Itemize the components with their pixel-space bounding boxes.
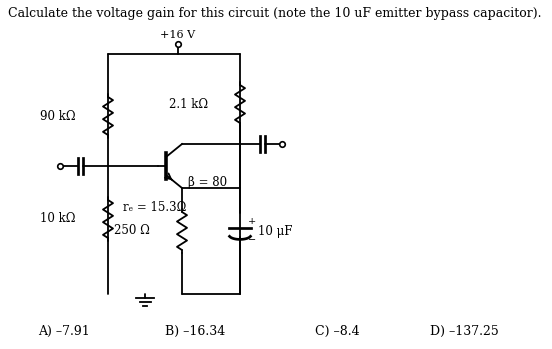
Text: Calculate the voltage gain for this circuit (note the 10 uF emitter bypass capac: Calculate the voltage gain for this circ… (8, 7, 542, 20)
Text: 250 Ω: 250 Ω (114, 224, 150, 238)
Text: 10 μF: 10 μF (258, 224, 293, 238)
Text: B) –16.34: B) –16.34 (165, 325, 225, 337)
Text: C) –8.4: C) –8.4 (315, 325, 359, 337)
Text: −: − (248, 237, 256, 245)
Text: D) –137.25: D) –137.25 (430, 325, 499, 337)
Text: rₑ = 15.3Ω: rₑ = 15.3Ω (123, 201, 187, 214)
Text: 10 kΩ: 10 kΩ (40, 213, 76, 225)
Text: 2.1 kΩ: 2.1 kΩ (169, 97, 208, 111)
Text: +16 V: +16 V (161, 30, 195, 40)
Text: +: + (248, 216, 256, 225)
Text: A) –7.91: A) –7.91 (38, 325, 90, 337)
Text: β = 80: β = 80 (188, 176, 227, 189)
Text: 90 kΩ: 90 kΩ (40, 110, 76, 122)
